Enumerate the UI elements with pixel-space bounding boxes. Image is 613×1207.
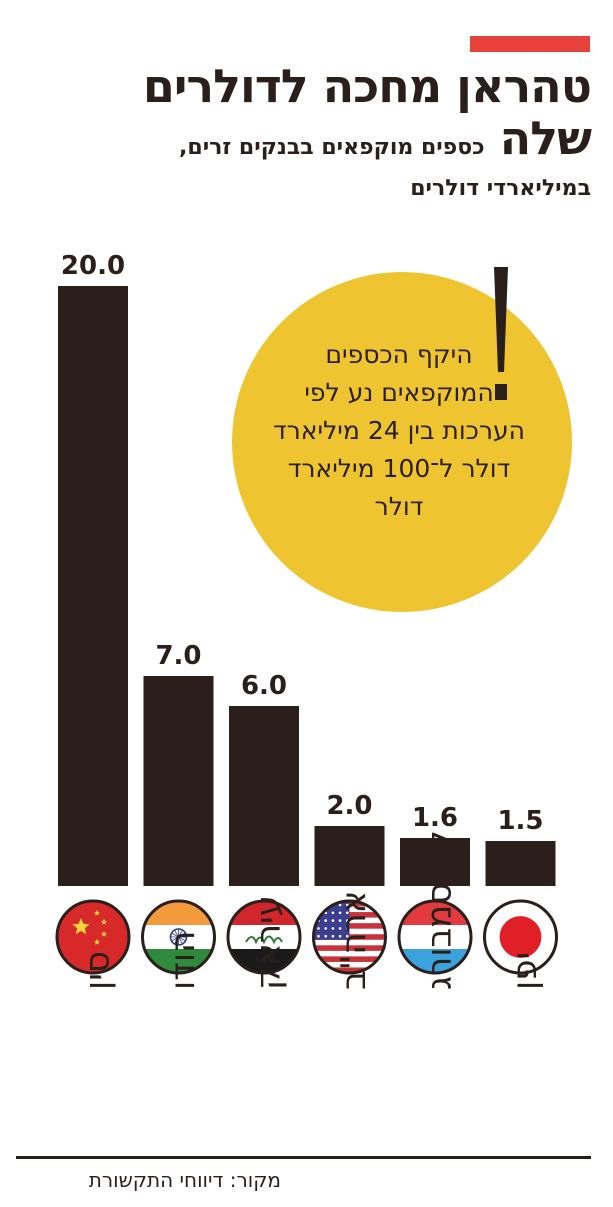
category-label-5: יפן — [505, 952, 545, 990]
bars-group — [58, 286, 556, 886]
accent-bar — [470, 36, 590, 52]
value-label-1: 7.0 — [155, 641, 201, 671]
value-labels-group: 20.0 7.0 6.0 2.0 1.6 1.5 — [61, 251, 544, 836]
bar-1 — [143, 676, 214, 886]
bar-3 — [314, 826, 385, 886]
title-line-1: טהראן מחכה לדולרים — [142, 59, 592, 113]
title-line-2-strong: שלה — [499, 111, 592, 165]
category-label-0: סין — [78, 951, 118, 990]
value-label-5: 1.5 — [497, 806, 543, 836]
bar-4 — [400, 838, 470, 886]
bar-chart: 20.0 7.0 6.0 2.0 1.6 1.5 סין הודו עיראק ארה"ב לוק… — [55, 251, 558, 990]
source-divider — [16, 1156, 591, 1159]
value-label-4: 1.6 — [412, 803, 458, 833]
exclamation-icon — [494, 267, 508, 400]
china-flag-icon — [55, 899, 131, 975]
value-label-3: 2.0 — [326, 791, 372, 821]
value-label-0: 20.0 — [61, 251, 125, 281]
category-label-1: הודו — [163, 931, 203, 990]
value-label-2: 6.0 — [241, 671, 287, 701]
source-note: מקור: דיווחי התקשורת — [88, 1168, 281, 1192]
callout-bubble — [232, 272, 572, 612]
category-labels-group: סין הודו עיראק ארה"ב לוקסמבורג יפן — [78, 830, 546, 990]
bar-0 — [58, 286, 128, 886]
category-label-2: עיראק — [249, 895, 289, 990]
bar-5 — [485, 841, 556, 886]
title-line-2: שלה כספים מוקפאים בבנקים זרים, — [143, 111, 592, 174]
chart-subtitle-units: במיליארדי דולרים — [410, 176, 591, 201]
chart-subtitle: כספים מוקפאים בבנקים זרים, — [179, 135, 485, 160]
japan-flag-icon — [483, 899, 558, 975]
category-label-3: ארה"ב — [334, 891, 374, 990]
flags-group — [55, 899, 558, 975]
bar-2 — [229, 706, 299, 886]
chart-title: טהראן מחכה לדולרים שלה כספים מוקפאים בבנ… — [142, 59, 592, 204]
usa-flag-icon — [312, 899, 387, 975]
callout-text: היקף הכספים המוקפאים נע לפי הערכות בין 2… — [273, 340, 525, 521]
category-label-4: לוקסמבורג — [420, 830, 460, 990]
